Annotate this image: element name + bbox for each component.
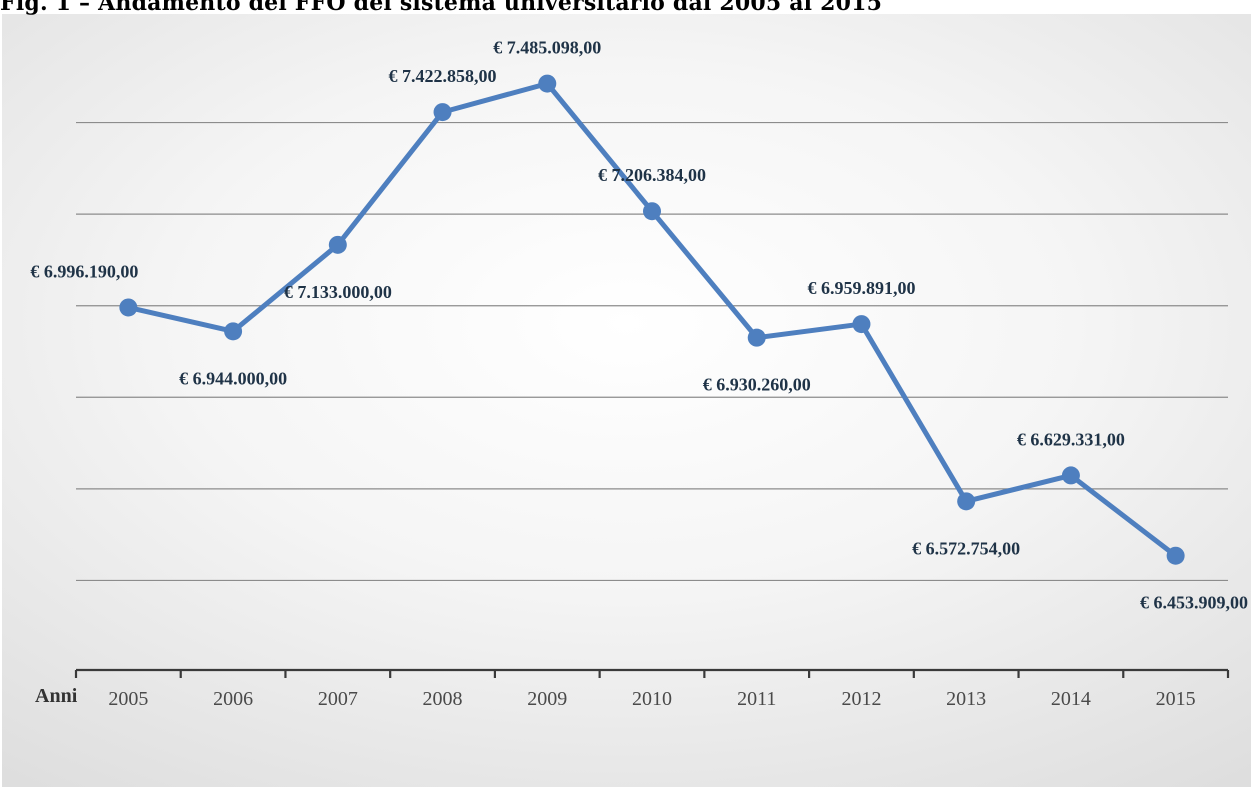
- series-line: [125, 81, 1179, 559]
- data-label: € 6.930.260,00: [703, 375, 811, 395]
- data-label: € 6.959.891,00: [807, 278, 915, 298]
- line-chart: 2005 2006 2007 2008 2009 2010 2011 2012 2013 2014…: [30, 38, 1248, 710]
- data-point: [433, 103, 452, 122]
- data-point: [119, 298, 138, 317]
- data-label: € 7.422.858,00: [389, 66, 497, 86]
- x-tick-label: 2007: [318, 688, 358, 710]
- x-tick-label: 2013: [946, 688, 986, 710]
- data-label: € 7.206.384,00: [598, 165, 706, 185]
- data-point: [538, 74, 557, 93]
- figure-title: Fig. 1 – Andamento del FFO del sistema u…: [0, 0, 883, 16]
- x-tick-label: 2008: [423, 688, 463, 710]
- x-tick-label: 2005: [108, 688, 148, 710]
- x-tick-label: 2012: [841, 688, 881, 710]
- data-label: € 7.133.000,00: [284, 282, 392, 302]
- data-label: € 6.572.754,00: [912, 538, 1020, 558]
- data-point: [643, 202, 661, 221]
- x-tick-label: 2015: [1156, 688, 1196, 710]
- chart-panel: 2005 2006 2007 2008 2009 2010 2011 2012 2013 2014…: [2, 14, 1251, 787]
- x-tick-label: 2009: [527, 688, 567, 710]
- data-label: € 6.996.190,00: [30, 261, 138, 281]
- data-point: [852, 315, 871, 334]
- x-tick-label: 2006: [213, 688, 253, 710]
- data-label: € 7.485.098,00: [493, 38, 601, 58]
- x-axis-title: Anni: [35, 685, 78, 707]
- data-label: € 6.453.909,00: [1140, 593, 1248, 613]
- data-point: [1061, 466, 1080, 485]
- data-point: [957, 492, 976, 511]
- data-label: € 6.944.000,00: [179, 368, 287, 388]
- data-point: [328, 235, 347, 254]
- x-tick-label: 2014: [1051, 688, 1091, 710]
- x-tick-label: 2010: [632, 688, 672, 710]
- data-point: [224, 322, 243, 341]
- data-point: [747, 328, 766, 347]
- data-label: € 6.629.331,00: [1017, 429, 1125, 449]
- data-point: [1166, 546, 1185, 565]
- x-tick-label: 2011: [737, 688, 776, 710]
